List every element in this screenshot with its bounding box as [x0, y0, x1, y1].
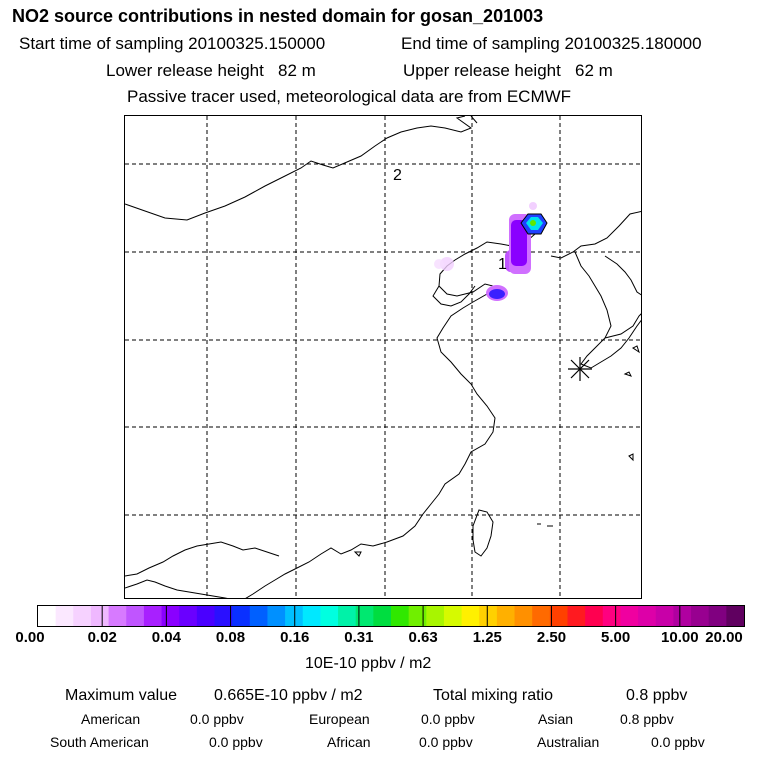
tracer-note: Passive tracer used, meteorological data… [127, 87, 572, 106]
colorbar-swatch [602, 606, 621, 626]
colorbar-swatch [338, 606, 357, 626]
colorbar-swatch [514, 606, 533, 626]
colorbar-swatch [496, 606, 516, 626]
colorbar-swatch [638, 606, 657, 626]
colorbar-swatch [249, 606, 268, 626]
colorbar-swatch [196, 606, 215, 626]
colorbar-swatch [726, 606, 744, 626]
region-value: 0.0 ppbv [419, 734, 473, 750]
colorbar-swatch [408, 606, 427, 626]
colorbar-swatch [320, 606, 339, 626]
region-value: 0.0 ppbv [190, 711, 244, 727]
colorbar-tick-label: 20.00 [705, 629, 743, 646]
colorbar-swatch [567, 606, 586, 626]
upper-release-label: Upper release height 62 m [403, 61, 613, 80]
max-value-label: Maximum value [65, 687, 178, 704]
total-mixing-label: Total mixing ratio [433, 687, 554, 704]
region-value: 0.8 ppbv [620, 711, 674, 727]
region-name: African [327, 734, 371, 750]
marker-label-1: 1 [498, 256, 507, 273]
region-name: Australian [537, 734, 600, 750]
colorbar-swatch [73, 606, 92, 626]
colorbar-swatch [232, 606, 251, 626]
colorbar-swatch [302, 606, 321, 626]
colorbar-tick-label: 0.31 [344, 629, 374, 646]
colorbar-swatch [90, 606, 110, 626]
colorbar-tick-label: 0.00 [15, 629, 45, 646]
asterisk-icon [568, 357, 592, 381]
colorbar [37, 605, 745, 627]
lower-release-label: Lower release height 82 m [106, 61, 316, 80]
start-time-label: Start time of sampling 20100325.150000 [19, 34, 326, 53]
end-time-label: End time of sampling 20100325.180000 [401, 34, 702, 53]
marker-label-2: 2 [393, 167, 402, 184]
colorbar-tick-label: 0.16 [280, 629, 310, 646]
colorbar-tick-label: 2.50 [536, 629, 567, 646]
colorbar-tick-label: 0.08 [215, 629, 246, 646]
region-name: Asian [538, 711, 574, 727]
total-mixing-value: 0.8 ppbv [626, 687, 688, 704]
map-canvas: 1 2 [125, 116, 641, 598]
map-grid [125, 116, 641, 598]
colorbar-swatch [691, 606, 710, 626]
colorbar-swatch [461, 606, 480, 626]
colorbar-tick-label: 10.00 [661, 629, 699, 646]
colorbar-swatch [267, 606, 286, 626]
colorbar-swatch [285, 606, 304, 626]
colorbar-tick-label: 0.04 [151, 629, 181, 646]
region-name: European [309, 711, 370, 727]
colorbar-swatch [161, 606, 180, 626]
colorbar-swatch [126, 606, 145, 626]
colorbar-swatch [655, 606, 674, 626]
colorbar-swatches [38, 606, 744, 626]
region-value: 0.0 ppbv [209, 734, 263, 750]
colorbar-swatch [708, 606, 727, 626]
region-value: 0.0 ppbv [651, 734, 705, 750]
colorbar-swatch [673, 606, 692, 626]
page-title: NO2 source contributions in nested domai… [12, 6, 544, 26]
colorbar-swatch [179, 606, 198, 626]
colorbar-swatch [620, 606, 639, 626]
colorbar-swatch [373, 606, 392, 626]
region-name: South American [50, 734, 149, 750]
colorbar-swatch [585, 606, 604, 626]
max-value: 0.665E-10 ppbv / m2 [214, 687, 363, 704]
colorbar-tick-label: 1.25 [472, 629, 502, 646]
map-panel: 1 2 [124, 115, 642, 599]
colorbar-swatch [426, 606, 445, 626]
colorbar-unit: 10E-10 ppbv / m2 [305, 655, 432, 672]
colorbar-tick-label: 0.63 [408, 629, 438, 646]
plume-overlay [434, 202, 548, 301]
colorbar-swatch [214, 606, 233, 626]
colorbar-tick-label: 0.02 [87, 629, 117, 646]
colorbar-tick-label: 5.00 [600, 629, 631, 646]
coastlines [125, 116, 641, 598]
colorbar-swatch [55, 606, 74, 626]
colorbar-swatch [532, 606, 551, 626]
colorbar-swatch [443, 606, 463, 626]
colorbar-swatch [391, 606, 410, 626]
colorbar-swatch [143, 606, 163, 626]
region-name: American [81, 711, 141, 727]
colorbar-swatch [108, 606, 127, 626]
colorbar-swatch [549, 606, 568, 626]
region-value: 0.0 ppbv [421, 711, 475, 727]
colorbar-swatch [479, 606, 498, 626]
colorbar-swatch [38, 606, 57, 626]
colorbar-swatch [355, 606, 374, 626]
